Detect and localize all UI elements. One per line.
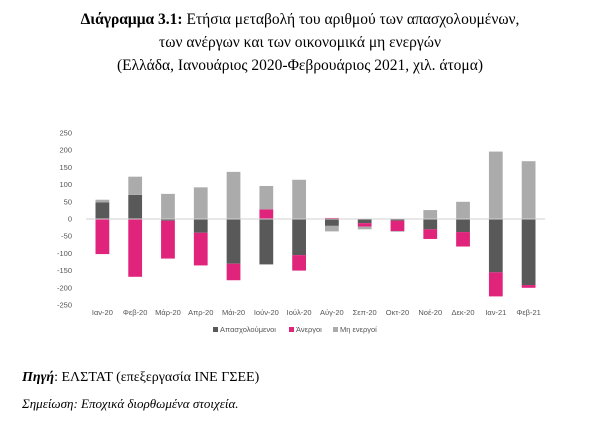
x-tick-label: Ιούλ-20 <box>287 308 312 317</box>
bar-segment <box>226 263 241 281</box>
bar-segment <box>161 220 175 259</box>
legend-swatch <box>333 327 338 332</box>
bar-segment <box>161 193 175 219</box>
bar-segment <box>292 255 306 271</box>
bar-segment <box>128 219 143 277</box>
legend-label: Άνεργοι <box>296 325 322 334</box>
x-tick-label: Απρ-20 <box>188 308 213 317</box>
legend-label: Μη ενεργοί <box>340 325 377 334</box>
x-tick-label: Ιαν-20 <box>92 308 113 317</box>
legend-swatch <box>289 327 294 332</box>
legend-label: Απασχολούμενοι <box>220 325 276 334</box>
y-tick-label: -150 <box>57 266 72 275</box>
x-axis-labels: Ιαν-20 Φεβ-20 Μάρ-20 Απρ-20 Μάι-20 Ιούν-20 Ιού… <box>92 308 541 317</box>
bar-segment <box>423 219 438 230</box>
source-label: Πηγή <box>22 370 55 385</box>
y-tick-label: -250 <box>57 301 72 310</box>
bar-segment <box>390 219 405 221</box>
chart-title-rest: Ετήσια μεταβολή του αριθμού των απασχολο… <box>186 11 520 28</box>
bar-segment <box>259 185 274 210</box>
x-tick-label: Ιαν-21 <box>485 308 506 317</box>
x-tick-label: Αύγ-20 <box>320 308 344 317</box>
bar-segment <box>456 201 470 219</box>
bar-segment <box>521 161 536 219</box>
bar-segment <box>193 219 208 233</box>
y-tick-label: 100 <box>59 180 72 189</box>
bar-segment <box>193 232 208 266</box>
bar-segment <box>259 209 274 219</box>
chart-title-line-3: (Ελλάδα, Ιανουάριος 2020-Φεβρουάριος 202… <box>116 57 484 74</box>
bar-segment <box>292 219 306 256</box>
bar-segment <box>325 225 339 232</box>
x-tick-label: Φεβ-21 <box>516 308 540 317</box>
bar-segment <box>292 179 306 219</box>
bar-segment <box>95 219 110 255</box>
y-tick-label: 200 <box>59 146 72 155</box>
bar-segment <box>488 151 503 219</box>
source-text: : ΕΛΣΤΑΤ (επεξεργασία ΙΝΕ ΓΣΕΕ) <box>54 370 260 385</box>
note-line: Σημείωση: Εποχικά διορθωμένα στοιχεία. <box>22 396 239 411</box>
y-tick-label: -200 <box>57 283 72 292</box>
bar-segment <box>423 210 438 219</box>
x-tick-label: Μάρ-20 <box>155 308 181 317</box>
x-tick-label: Οκτ-20 <box>386 308 409 317</box>
y-tick-label: -100 <box>57 249 72 258</box>
bar-segment <box>521 219 536 286</box>
y-tick-label: 50 <box>64 197 72 206</box>
bar-segment <box>193 187 208 219</box>
chart-title-line-2: των ανέργων και των οικονομικά μη ενεργώ… <box>159 34 441 51</box>
bar-segment <box>226 171 241 219</box>
y-tick-label: 150 <box>59 163 72 172</box>
source-line: Πηγή: ΕΛΣΤΑΤ (επεξεργασία ΙΝΕ ΓΣΕΕ) <box>22 370 259 386</box>
x-tick-label: Μάι-20 <box>222 308 245 317</box>
bar-segment <box>488 219 503 273</box>
chart-legend: Απασχολούμενοι Άνεργοι Μη ενεργοί <box>213 325 377 334</box>
bar-segment <box>488 272 503 297</box>
y-tick-label: -50 <box>61 232 72 241</box>
x-tick-label: Σεπ-20 <box>353 308 377 317</box>
bar-segment <box>357 223 372 227</box>
x-tick-label: Νοέ-20 <box>418 308 442 317</box>
bar-segment <box>325 217 339 219</box>
bar-segment <box>390 220 405 232</box>
bar-segment <box>128 194 143 219</box>
bar-segment <box>423 229 438 239</box>
y-axis-ticks: -250 -200 -150 -100 -50 0 50 100 150 200 250 <box>57 129 72 310</box>
bar-segment <box>325 219 339 226</box>
bar-segment <box>456 232 470 247</box>
bar-segment <box>128 176 143 195</box>
y-tick-label: 0 <box>68 215 72 224</box>
bar-segment <box>161 219 175 221</box>
bar-segment <box>390 231 405 232</box>
bar-segment <box>95 199 110 203</box>
bar-segment <box>456 219 470 233</box>
legend-swatch <box>213 327 218 332</box>
bar-segment <box>357 226 372 230</box>
bar-segment <box>357 219 372 224</box>
x-tick-label: Δεκ-20 <box>452 308 475 317</box>
bar-segment <box>259 219 274 265</box>
chart-title-line-1: Διάγραμμα 3.1: Ετήσια μεταβολή του αριθμ… <box>0 8 600 31</box>
x-tick-label: Φεβ-20 <box>123 308 147 317</box>
bar-segment <box>226 219 241 264</box>
bar-marks <box>95 151 536 297</box>
bar-segment <box>521 285 536 288</box>
y-tick-label: 250 <box>59 129 72 138</box>
x-tick-label: Ιούν-20 <box>254 308 279 317</box>
chart-title-block: Διάγραμμα 3.1: Ετήσια μεταβολή του αριθμ… <box>0 8 600 77</box>
chart-title-lead: Διάγραμμα 3.1: <box>80 11 183 28</box>
bar-segment <box>95 202 110 219</box>
